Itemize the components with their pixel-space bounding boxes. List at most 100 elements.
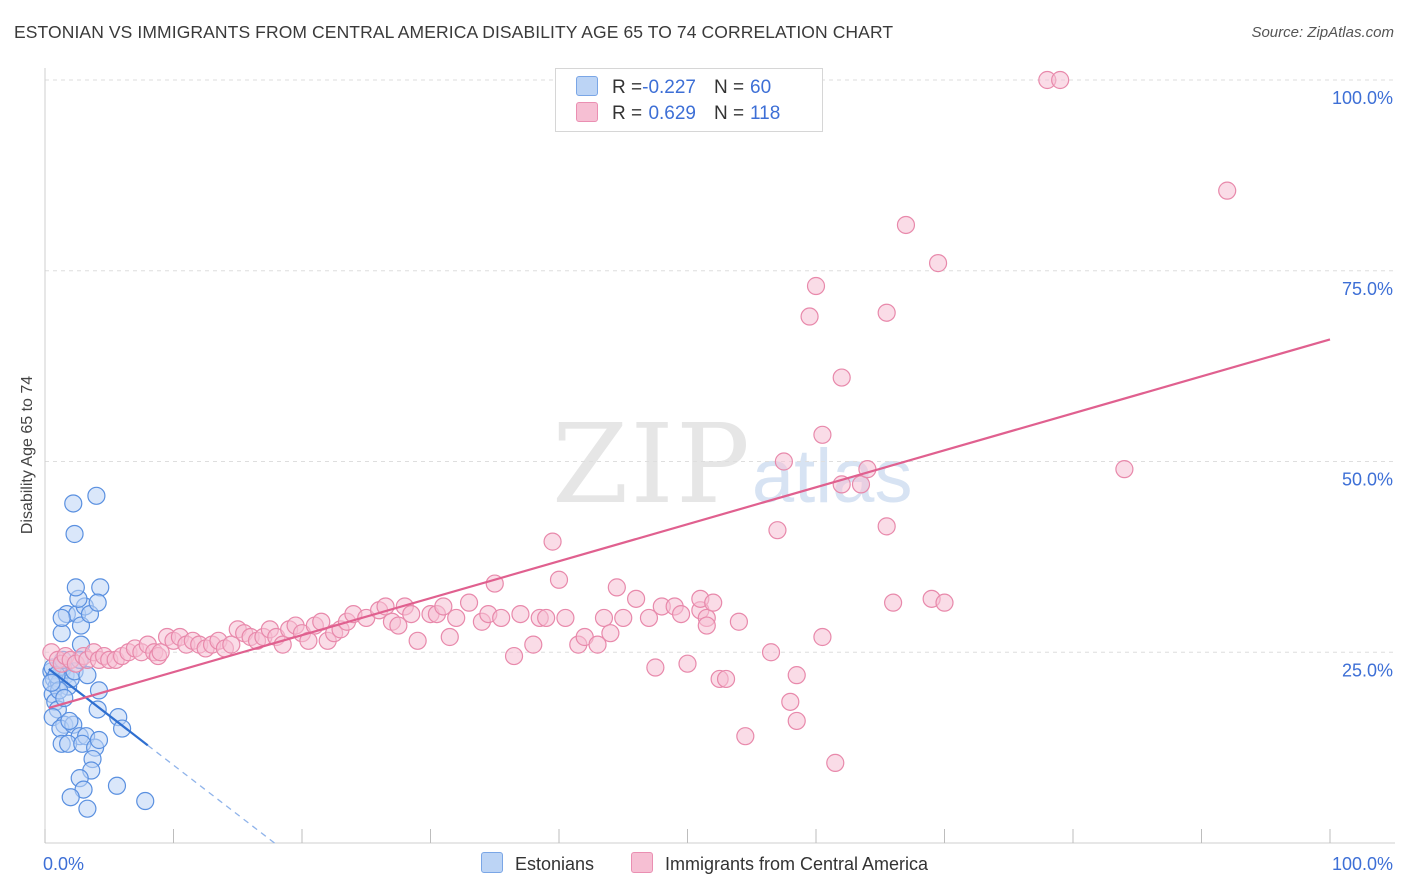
data-point bbox=[1115, 460, 1134, 479]
y-tick-label: 75.0% bbox=[1342, 279, 1393, 299]
legend-row-estonians: R =-0.227 N = 60 bbox=[576, 76, 771, 100]
series-estonians bbox=[42, 486, 155, 818]
trend-line-estonians-extension bbox=[147, 744, 277, 845]
data-point bbox=[408, 631, 427, 650]
data-point bbox=[52, 624, 71, 643]
data-point bbox=[447, 608, 466, 628]
data-point bbox=[1218, 181, 1237, 200]
x-tick-label: 100.0% bbox=[1332, 854, 1393, 874]
data-point bbox=[107, 776, 127, 795]
legend-swatch-blue bbox=[576, 76, 598, 96]
data-point bbox=[61, 788, 80, 807]
data-point bbox=[87, 486, 106, 505]
data-point bbox=[774, 452, 793, 471]
data-point bbox=[883, 593, 903, 612]
data-point bbox=[826, 753, 845, 772]
data-point bbox=[66, 578, 85, 597]
data-point bbox=[594, 608, 614, 628]
data-point bbox=[1051, 70, 1070, 90]
data-point bbox=[89, 730, 109, 750]
data-point bbox=[601, 624, 620, 643]
data-point bbox=[504, 646, 524, 666]
legend-label: Immigrants from Central America bbox=[665, 854, 929, 874]
data-point bbox=[761, 643, 781, 662]
data-point bbox=[222, 635, 241, 654]
legend-swatch-pink bbox=[631, 852, 653, 873]
trend-line-estonians bbox=[48, 668, 149, 747]
data-point bbox=[88, 593, 107, 612]
trend-lines bbox=[48, 338, 1331, 845]
data-point bbox=[52, 608, 71, 628]
data-point bbox=[60, 711, 79, 731]
data-point bbox=[671, 604, 691, 624]
data-point bbox=[434, 597, 453, 616]
series-immigrants-central-america bbox=[42, 70, 1237, 772]
data-point bbox=[556, 608, 575, 628]
data-point bbox=[537, 608, 556, 628]
legend-swatch-pink bbox=[576, 102, 598, 122]
data-point bbox=[935, 593, 954, 612]
y-tick-label: 25.0% bbox=[1342, 660, 1393, 680]
data-point bbox=[877, 303, 896, 322]
data-point bbox=[588, 635, 607, 654]
legend-row-immigrants: R = 0.629 N = 118 bbox=[576, 102, 780, 126]
data-point bbox=[832, 368, 851, 387]
data-point bbox=[806, 276, 826, 296]
data-point bbox=[851, 475, 871, 494]
data-point bbox=[626, 589, 646, 608]
data-point bbox=[639, 608, 659, 628]
data-point bbox=[787, 711, 806, 731]
data-point bbox=[64, 494, 83, 513]
data-point bbox=[459, 593, 479, 612]
data-point bbox=[614, 608, 633, 628]
legend-swatch-blue bbox=[481, 852, 503, 873]
legend-item-immigrants: Immigrants from Central America bbox=[631, 852, 928, 878]
data-point bbox=[492, 608, 511, 628]
data-point bbox=[678, 654, 697, 673]
legend-n-label: N = bbox=[714, 77, 745, 98]
tick-labels: 25.0% 50.0% 75.0% 100.0% 0.0% 100.0% bbox=[43, 88, 1393, 874]
data-point bbox=[440, 627, 459, 647]
data-point bbox=[697, 616, 716, 635]
legend-label: Estonians bbox=[515, 854, 595, 874]
legend-item-estonians: Estonians bbox=[481, 852, 594, 878]
data-point bbox=[112, 719, 132, 738]
data-point bbox=[524, 635, 543, 654]
data-point bbox=[787, 666, 806, 685]
data-point bbox=[151, 643, 170, 662]
data-point bbox=[42, 673, 61, 692]
data-point bbox=[716, 669, 736, 689]
data-point bbox=[91, 578, 110, 597]
legend-n-value: 118 bbox=[750, 103, 781, 124]
data-point bbox=[800, 307, 819, 326]
data-point bbox=[402, 604, 421, 624]
axes bbox=[44, 68, 1395, 844]
data-point bbox=[768, 521, 787, 540]
data-point bbox=[511, 604, 530, 624]
data-point bbox=[813, 627, 832, 647]
data-point bbox=[736, 727, 755, 746]
data-point bbox=[78, 799, 97, 818]
data-point bbox=[607, 578, 626, 597]
data-point bbox=[877, 517, 896, 536]
legend-r-label: R = bbox=[612, 103, 643, 124]
data-point bbox=[65, 524, 84, 544]
data-point bbox=[729, 612, 749, 631]
data-point bbox=[549, 570, 569, 589]
data-point bbox=[543, 532, 562, 551]
data-point bbox=[896, 215, 916, 235]
gridlines bbox=[45, 79, 1395, 653]
data-point bbox=[704, 593, 723, 612]
legend-r-value: -0.227 bbox=[642, 77, 696, 98]
legend-stats: R =-0.227 N = 60 R = 0.629 N = 118 bbox=[555, 68, 823, 132]
y-tick-label: 100.0% bbox=[1332, 88, 1393, 108]
legend-r-value: 0.629 bbox=[648, 103, 696, 124]
source-label: Source: ZipAtlas.com bbox=[1251, 24, 1394, 41]
legend-r-label: R = bbox=[612, 77, 643, 98]
data-point bbox=[813, 425, 832, 444]
data-point bbox=[136, 791, 155, 811]
trend-line-immigrants bbox=[48, 338, 1331, 710]
y-tick-label: 50.0% bbox=[1342, 470, 1393, 490]
x-tick-label: 0.0% bbox=[43, 854, 84, 874]
